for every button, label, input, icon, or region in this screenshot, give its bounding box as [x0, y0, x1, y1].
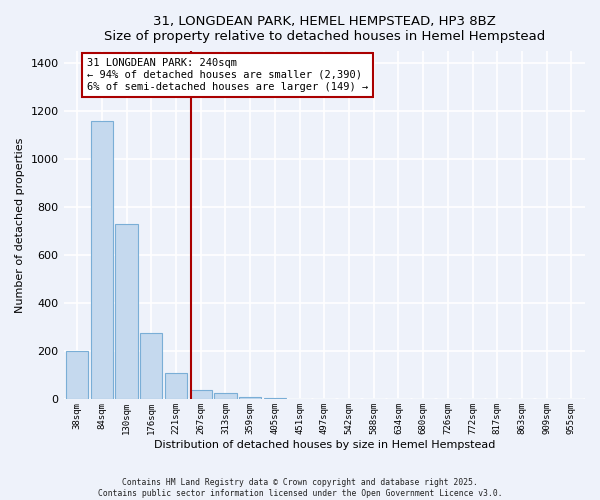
- Bar: [66, 352, 88, 400]
- X-axis label: Distribution of detached houses by size in Hemel Hempstead: Distribution of detached houses by size …: [154, 440, 495, 450]
- Text: 31 LONGDEAN PARK: 240sqm
← 94% of detached houses are smaller (2,390)
6% of semi: 31 LONGDEAN PARK: 240sqm ← 94% of detach…: [87, 58, 368, 92]
- Bar: [140, 334, 163, 400]
- Text: Contains HM Land Registry data © Crown copyright and database right 2025.
Contai: Contains HM Land Registry data © Crown c…: [98, 478, 502, 498]
- Bar: [190, 390, 212, 400]
- Y-axis label: Number of detached properties: Number of detached properties: [15, 138, 25, 313]
- Title: 31, LONGDEAN PARK, HEMEL HEMPSTEAD, HP3 8BZ
Size of property relative to detache: 31, LONGDEAN PARK, HEMEL HEMPSTEAD, HP3 …: [104, 15, 545, 43]
- Bar: [214, 394, 236, 400]
- Bar: [264, 398, 286, 400]
- Bar: [239, 397, 261, 400]
- Bar: [91, 121, 113, 400]
- Bar: [115, 224, 137, 400]
- Bar: [165, 373, 187, 400]
